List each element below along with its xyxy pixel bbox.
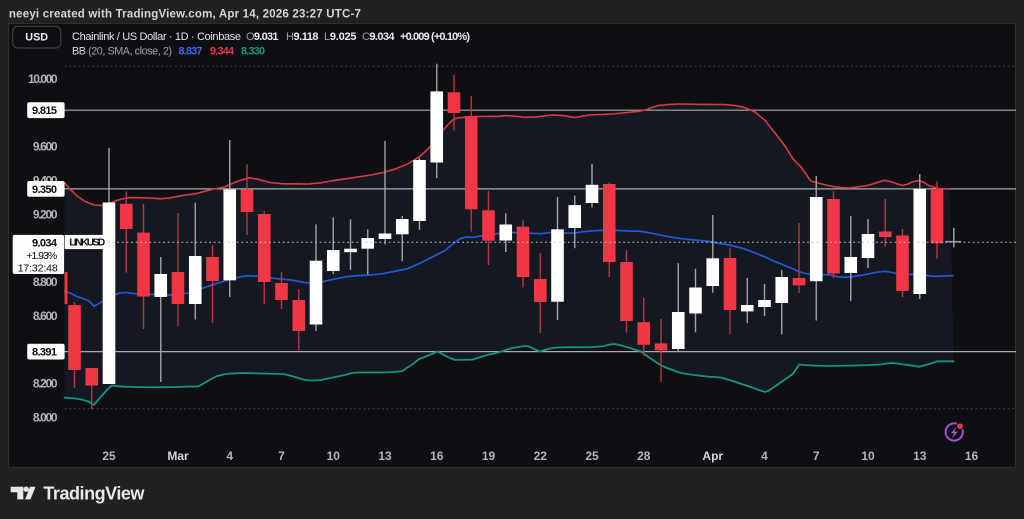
svg-text:9.600: 9.600 [33,140,58,154]
svg-text:8.600: 8.600 [33,309,58,323]
svg-text:C9.034: C9.034 [362,31,395,43]
svg-text:8.200: 8.200 [33,377,58,391]
svg-text:10: 10 [861,449,875,463]
svg-text:9.350: 9.350 [32,184,57,196]
svg-text:25: 25 [585,449,599,463]
svg-text:9.200: 9.200 [33,207,58,221]
svg-text:4: 4 [761,449,768,463]
svg-text:10: 10 [327,449,341,463]
svg-text:7: 7 [278,449,285,463]
svg-text:+0.009 (+0.10%): +0.009 (+0.10%) [400,31,470,43]
svg-text:16: 16 [965,449,979,463]
svg-text:22: 22 [534,449,548,463]
svg-text:9.034: 9.034 [32,237,58,249]
svg-text:17:32:48: 17:32:48 [18,263,58,275]
svg-text:LINKUSD: LINKUSD [69,237,105,248]
svg-text:8.837: 8.837 [179,46,203,58]
svg-text:L9.025: L9.025 [324,31,357,43]
svg-text:neeyi created with TradingView: neeyi created with TradingView.com, Apr … [9,8,361,20]
svg-text:9.344: 9.344 [210,46,234,58]
svg-text:Apr: Apr [702,449,723,463]
svg-text:BB (20, SMA, close, 2): BB (20, SMA, close, 2) [72,46,172,58]
svg-text:USD: USD [25,32,48,44]
svg-text:Chainlink / US Dollar · 1D · C: Chainlink / US Dollar · 1D · Coinbase [72,31,241,43]
svg-text:O9.031: O9.031 [246,31,279,43]
svg-text:Mar: Mar [167,449,189,463]
svg-text:H9.118: H9.118 [286,31,319,43]
svg-text:13: 13 [913,449,927,463]
svg-text:16: 16 [430,449,444,463]
svg-text:10.000: 10.000 [28,72,58,86]
svg-text:28: 28 [637,449,651,463]
svg-text:13: 13 [378,449,392,463]
svg-text:8.330: 8.330 [241,46,265,58]
svg-text:4: 4 [226,449,233,463]
svg-text:TradingView: TradingView [43,483,145,503]
svg-text:8.391: 8.391 [32,347,57,359]
svg-text:25: 25 [102,449,116,463]
svg-text:9.815: 9.815 [32,105,57,117]
svg-text:8.800: 8.800 [33,275,58,289]
svg-text:8.000: 8.000 [33,410,58,424]
svg-text:+1.93%: +1.93% [26,250,57,262]
svg-text:7: 7 [813,449,820,463]
svg-text:19: 19 [482,449,496,463]
